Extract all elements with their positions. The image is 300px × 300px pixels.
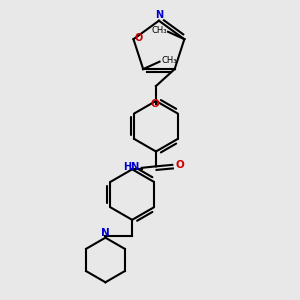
Text: O: O	[151, 100, 159, 110]
Text: N: N	[101, 228, 110, 238]
Text: O: O	[135, 33, 143, 43]
Text: O: O	[175, 160, 184, 170]
Text: CH₃: CH₃	[161, 56, 176, 65]
Text: HN: HN	[123, 162, 139, 172]
Text: CH₃: CH₃	[151, 26, 167, 35]
Text: N: N	[155, 11, 163, 20]
